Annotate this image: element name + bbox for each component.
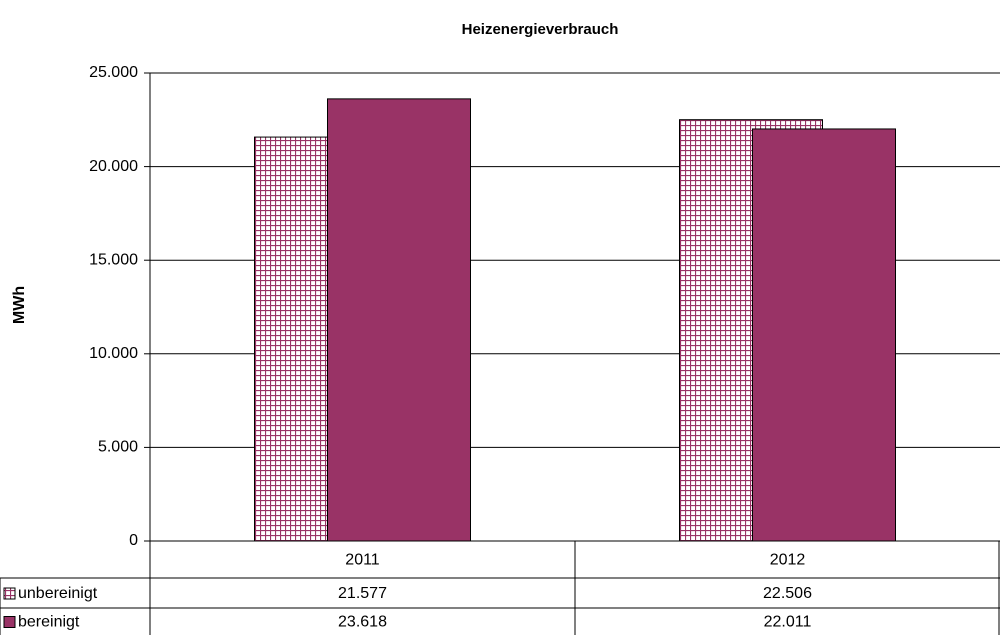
y-axis-label: MWh [11, 286, 28, 324]
data-label: 22.011 [764, 614, 812, 631]
legend-key [3, 587, 16, 600]
bar [327, 98, 471, 542]
legend-key [3, 616, 16, 628]
y-tick-label: 10.000 [89, 345, 138, 362]
data-label: 23.618 [338, 614, 387, 631]
legend-label: unbereinigt [18, 585, 98, 602]
data-label: 21.577 [338, 585, 387, 602]
legend-label: bereinigt [18, 614, 80, 631]
x-tick-label: 2011 [345, 552, 380, 569]
y-tick-label: 0 [129, 532, 138, 549]
data-label: 22.506 [763, 585, 812, 602]
bar [752, 128, 896, 542]
y-tick-label: 5.000 [98, 439, 138, 456]
chart-title: Heizenergieverbrauch [462, 21, 619, 38]
y-tick-label: 25.000 [89, 64, 138, 81]
y-tick-label: 15.000 [89, 251, 138, 268]
y-tick-label: 20.000 [89, 158, 138, 175]
x-tick-label: 2012 [770, 552, 806, 569]
